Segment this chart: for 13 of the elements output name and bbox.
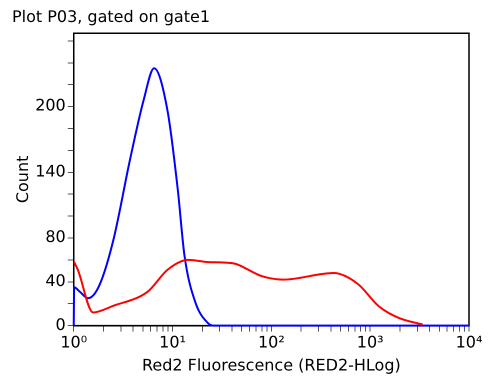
x-tick-label: 10⁰ [60, 332, 88, 352]
chart-title: Plot P03, gated on gate1 [12, 6, 210, 26]
y-tick-label: 80 [45, 227, 66, 246]
y-tick-label: 40 [45, 270, 66, 290]
y-tick-label: 200 [35, 96, 66, 115]
x-tick-label: 10³ [356, 332, 384, 352]
x-tick-label: 10² [258, 332, 285, 352]
y-axis-title: Count [12, 156, 32, 204]
y-tick-label: 0 [56, 314, 66, 334]
y-tick-label: 140 [35, 161, 66, 180]
x-axis-title: Red2 Fluorescence (RED2-HLog) [142, 356, 401, 375]
x-tick-label: 10⁴ [456, 332, 482, 352]
x-tick-label: 10¹ [159, 332, 186, 352]
